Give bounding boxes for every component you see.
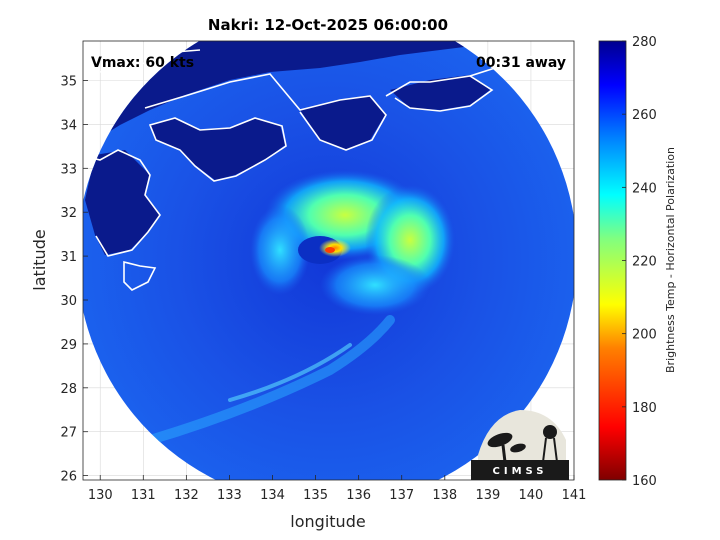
coastlines <box>83 41 574 381</box>
coast-island-2 <box>84 367 97 381</box>
colorbar-tick-label: 200 <box>632 328 657 343</box>
water-tower-icon <box>543 425 557 439</box>
land-shikoku <box>150 118 285 180</box>
y-tick-label: 33 <box>60 162 77 177</box>
coast-north <box>99 49 201 73</box>
coast-shikoku <box>148 117 287 182</box>
coldest-pixels <box>325 247 335 253</box>
colorbar-gradient <box>598 40 627 481</box>
cimss-logo: CIMSS <box>471 410 569 480</box>
x-axis-label: longitude <box>290 512 365 531</box>
x-tick-label: 140 <box>519 488 544 503</box>
brightness-temp-swath <box>83 41 574 480</box>
y-tick-label: 30 <box>60 294 77 309</box>
coast-kyushu <box>83 149 161 257</box>
cloud-band-south <box>320 255 430 315</box>
coast-tokai <box>385 75 494 112</box>
x-axis-ticks: 130 131 132 133 134 135 136 137 138 139 140 141 <box>88 475 587 503</box>
land-tokai <box>390 75 490 110</box>
axes-box <box>82 40 575 481</box>
x-tick-label: 138 <box>432 488 457 503</box>
plot-title: Nakri: 12-Oct-2025 06:00:00 <box>208 16 448 34</box>
y-tick-label: 29 <box>60 338 77 353</box>
colorbar-ticks: 280 260 240 220 200 180 160 <box>622 35 657 489</box>
spiral-band <box>145 315 395 445</box>
dish-pole <box>501 444 507 463</box>
y-tick-label: 35 <box>60 75 77 90</box>
y-tick-label: 26 <box>60 470 77 485</box>
y-axis-ticks: 26 27 28 29 30 31 32 33 34 35 <box>60 75 88 485</box>
x-tick-label: 134 <box>260 488 285 503</box>
colorbar-tick-label: 260 <box>632 108 657 123</box>
x-tick-label: 141 <box>562 488 587 503</box>
x-tick-label: 131 <box>131 488 156 503</box>
tower-leg-right <box>553 437 558 463</box>
colorbar-tick-label: 240 <box>632 181 657 196</box>
y-axis-label: latitude <box>30 229 49 290</box>
y-tick-label: 28 <box>60 382 77 397</box>
logo-text: CIMSS <box>493 466 548 477</box>
satellite-dish-small-icon <box>510 443 526 453</box>
colorbar-tick-label: 180 <box>632 401 657 416</box>
spiral-band-inner <box>228 343 352 402</box>
map-plot-area: 130 131 132 133 134 135 136 137 138 139 140 141 262… <box>60 40 587 503</box>
colorbar-label: Brightness Temp - Horizontal Polarizatio… <box>664 147 677 373</box>
x-tick-label: 130 <box>88 488 113 503</box>
colorbar-tick-label: 280 <box>632 35 657 50</box>
x-tick-label: 133 <box>217 488 242 503</box>
time-away-label: 00:31 away <box>476 55 566 71</box>
x-tick-label: 132 <box>174 488 199 503</box>
cloud-band-west <box>250 205 310 295</box>
convective-core <box>319 239 351 257</box>
colorbar: 280 260 240 220 200 180 160 Brightness Temp - … <box>598 35 677 489</box>
colorbar-tick-label: 160 <box>632 474 657 489</box>
y-tick-label: 27 <box>60 426 77 441</box>
land-kyushu <box>85 150 160 255</box>
x-tick-label: 136 <box>346 488 371 503</box>
x-tick-label: 139 <box>475 488 500 503</box>
coast-island-1 <box>123 260 157 291</box>
y-tick-label: 34 <box>60 118 77 133</box>
logo-bar <box>471 460 569 480</box>
tower-leg-left <box>542 437 547 463</box>
y-tick-label: 32 <box>60 206 77 221</box>
coast-kii <box>144 73 387 151</box>
land-kii-peninsula <box>300 95 385 150</box>
colorbar-tick-label: 220 <box>632 255 657 270</box>
coast-east <box>469 41 574 77</box>
x-tick-label: 137 <box>389 488 414 503</box>
vmax-label: Vmax: 60 kts <box>91 55 194 71</box>
x-tick-label: 135 <box>303 488 328 503</box>
y-tick-label: 31 <box>60 250 77 265</box>
satellite-dish-icon <box>487 432 513 448</box>
